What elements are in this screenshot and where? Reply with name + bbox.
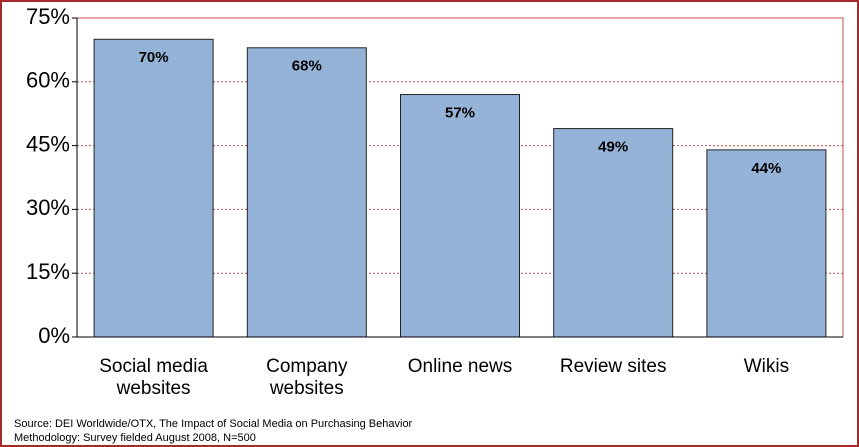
x-tick-label: Review sites <box>559 356 667 377</box>
value-label: 57% <box>445 105 475 122</box>
methodology-note: Methodology: Survey fielded August 2008,… <box>14 432 256 444</box>
bar <box>553 128 674 338</box>
value-label: 70% <box>139 49 169 66</box>
y-tick-label: 45% <box>26 131 70 156</box>
value-label: 44% <box>751 160 781 177</box>
source-note: Source: DEI Worldwide/OTX, The Impact of… <box>14 418 413 430</box>
bar <box>246 47 367 338</box>
y-tick-label: 30% <box>26 195 70 220</box>
x-tick-label: Social media websites <box>99 356 208 399</box>
value-label: 49% <box>598 139 628 156</box>
bar <box>400 94 520 338</box>
bar <box>93 38 214 338</box>
y-tick-label: 75% <box>26 4 70 29</box>
value-label: 68% <box>292 58 322 75</box>
y-tick-label: 60% <box>26 68 70 93</box>
x-tick-label: Company websites <box>266 356 348 399</box>
y-tick-label: 15% <box>26 259 70 284</box>
bar <box>706 149 827 338</box>
x-tick-label: Online news <box>407 356 513 377</box>
y-tick-label: 0% <box>38 323 70 348</box>
x-tick-label: Wikis <box>743 356 790 377</box>
